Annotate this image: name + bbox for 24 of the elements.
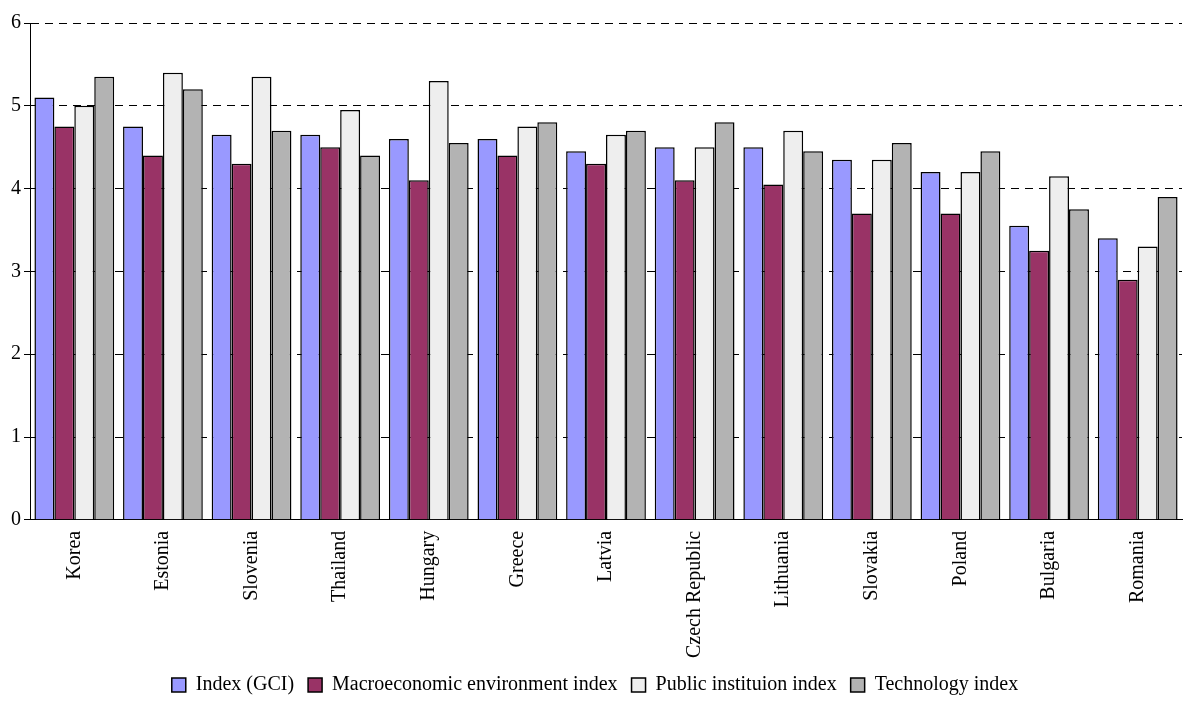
x-tick-label: Latvia bbox=[593, 530, 616, 582]
x-tick-label: Lithuania bbox=[770, 530, 793, 608]
y-tick-label: 2 bbox=[11, 341, 21, 364]
x-tick-label: Slovenia bbox=[238, 530, 261, 601]
x-tick-label: Romania bbox=[1124, 530, 1147, 604]
y-tick-label: 4 bbox=[11, 175, 21, 198]
y-tick-label: 3 bbox=[11, 258, 21, 281]
legend-label: Technology index bbox=[874, 672, 1019, 696]
x-tick-label: Bulgaria bbox=[1036, 530, 1060, 600]
x-tick-label: Greece bbox=[504, 530, 527, 588]
x-tick-label: Thailand bbox=[327, 530, 350, 602]
x-tick-label: Slovakia bbox=[859, 530, 882, 601]
x-tick-label: Korea bbox=[61, 530, 84, 580]
legend-label: Public instituion index bbox=[655, 672, 837, 695]
x-tick-label: Czech Republic bbox=[681, 530, 705, 659]
x-tick-label: Poland bbox=[947, 530, 970, 587]
legend-label: Index (GCI) bbox=[195, 672, 295, 696]
x-tick-label: Hungary bbox=[416, 530, 440, 601]
y-tick-label: 5 bbox=[11, 93, 21, 116]
y-tick-label: 6 bbox=[11, 10, 21, 33]
y-tick-label: 0 bbox=[11, 507, 21, 530]
x-tick-label: Estonia bbox=[150, 530, 173, 591]
y-tick-label: 1 bbox=[11, 424, 21, 447]
legend-label: Macroeconomic environment index bbox=[332, 672, 618, 695]
